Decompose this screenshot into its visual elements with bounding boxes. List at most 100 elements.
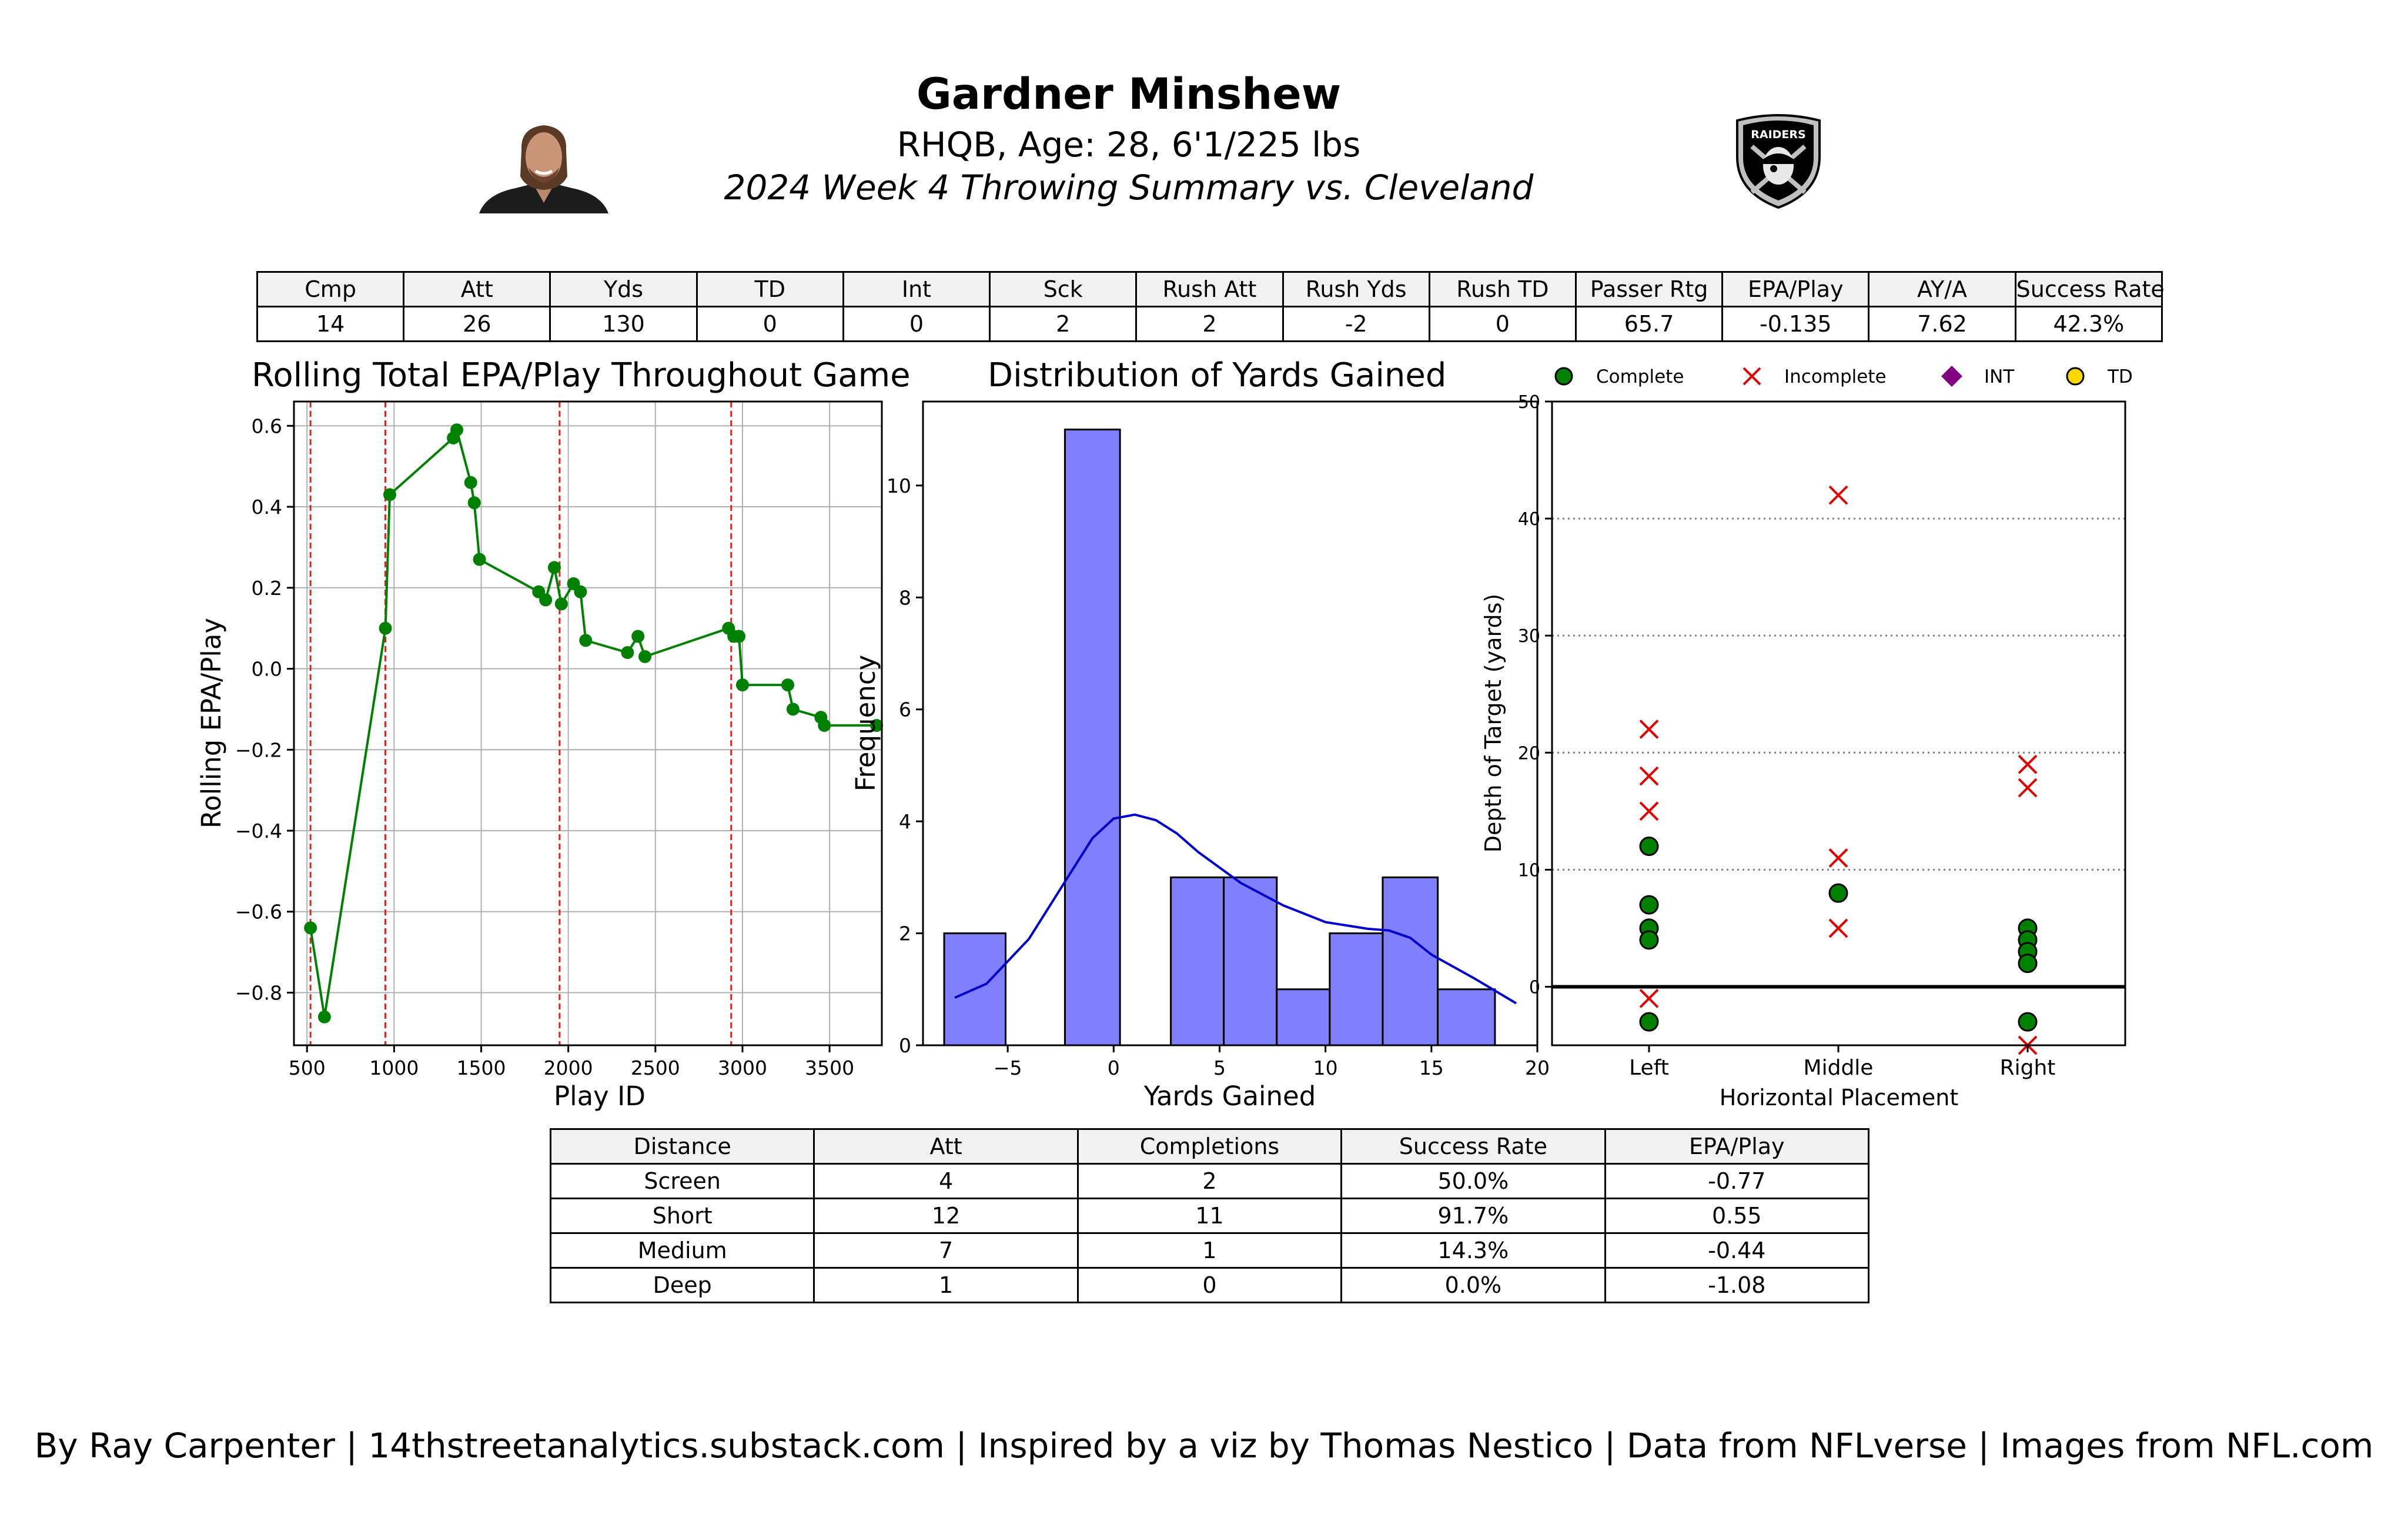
summary-value-yds: 130 <box>549 306 698 342</box>
summary-value-rush-att: 2 <box>1135 306 1284 342</box>
epa-x-tick-label: 3000 <box>718 1056 767 1079</box>
distance-cell-completions: 0 <box>1076 1267 1343 1303</box>
summary-value-td: 0 <box>695 306 844 342</box>
distance-cell-distance: Screen <box>549 1163 815 1199</box>
summary-table: Cmp Att Yds TD Int Sck Rush Att Rush Yds Rush TD… <box>256 271 2165 342</box>
epa-point <box>473 553 486 566</box>
summary-value-sck: 2 <box>989 306 1138 342</box>
distance-table: Distance Att Completions Success Rate EPA/Pl… <box>549 1128 1870 1303</box>
distance-header-att: Att <box>813 1128 1079 1165</box>
legend-label-td: TD <box>2107 366 2133 387</box>
epa-y-tick-label: −0.4 <box>235 820 282 842</box>
scatter-y-tick-label: 50 <box>1518 392 1540 413</box>
legend-label-int: INT <box>1984 366 2015 387</box>
summary-header-ay-a: AY/A <box>1868 271 2016 307</box>
hist-x-tick-label: −5 <box>994 1056 1022 1079</box>
distance-cell-epa-play: 0.55 <box>1604 1198 1870 1234</box>
epa-point <box>383 488 396 501</box>
summary-value-int: 0 <box>842 306 991 342</box>
hist-x-tick-label: 10 <box>1313 1056 1338 1079</box>
epa-point <box>781 678 794 692</box>
incomplete-marker <box>1639 801 1659 821</box>
scatter-x-tick-label: Middle <box>1804 1056 1874 1080</box>
hist-x-tick-label: 15 <box>1419 1056 1444 1079</box>
incomplete-marker <box>1639 720 1659 739</box>
scatter-y-tick-label: 20 <box>1518 743 1540 764</box>
hist-y-tick-label: 2 <box>899 922 911 945</box>
epa-point <box>638 650 652 663</box>
epa-x-tick-label: 1000 <box>369 1056 419 1079</box>
scatter-x-tick-label: Right <box>2000 1056 2056 1080</box>
incomplete-marker <box>2018 754 2038 774</box>
epa-line-chart: 500 1000 1500 2000 2500 3000 3500 −0.8 −0.6 −0.4… <box>196 400 884 1112</box>
hist-y-tick-label: 0 <box>899 1034 911 1057</box>
scatter-legend: Complete Incomplete INT TD <box>1554 366 2133 387</box>
hist-bar <box>1063 429 1121 1046</box>
incomplete-marker <box>1639 988 1659 1008</box>
summary-header-rush-yds: Rush Yds <box>1282 271 1430 307</box>
scatter-y-tick-label: 0 <box>1529 977 1540 998</box>
distance-row-medium: Medium 7 1 14.3% -0.44 <box>549 1232 1870 1269</box>
distance-cell-att: 7 <box>813 1232 1079 1269</box>
epa-point <box>818 718 831 732</box>
scatter-x-axis-label: Horizontal Placement <box>1720 1085 1959 1111</box>
hist-bar <box>1437 988 1496 1046</box>
kde-curve <box>954 813 1517 1005</box>
summary-value-att: 26 <box>403 306 551 342</box>
epa-y-axis-label: Rolling EPA/Play <box>196 618 227 828</box>
summary-header-success-rate: Success Rate <box>2014 271 2165 307</box>
epa-point <box>467 496 481 510</box>
team-logo-text: RAIDERS <box>1751 128 1805 141</box>
distance-row-short: Short 12 11 91.7% 0.55 <box>549 1198 1870 1234</box>
distance-cell-success-rate: 50.0% <box>1340 1163 1606 1199</box>
scatter-y-tick-label: 30 <box>1518 626 1540 647</box>
scatter-y-axis-label: Depth of Target (yards) <box>1480 594 1506 852</box>
epa-point <box>574 585 587 598</box>
epa-x-tick-label: 2000 <box>544 1056 593 1079</box>
hist-y-tick-label: 10 <box>887 474 911 497</box>
scatter-y-tick-label: 40 <box>1518 509 1540 530</box>
epa-point <box>621 646 634 659</box>
epa-point <box>547 561 561 574</box>
distance-cell-success-rate: 0.0% <box>1340 1267 1606 1303</box>
distance-cell-att: 4 <box>813 1163 1079 1199</box>
distance-cell-distance: Medium <box>549 1232 815 1269</box>
chart-title-epa: Rolling Total EPA/Play Throughout Game <box>252 356 911 394</box>
report-title: 2024 Week 4 Throwing Summary vs. Clevela… <box>724 168 1534 208</box>
incomplete-marker <box>1828 918 1848 938</box>
yards-histogram: −5 0 5 10 15 20 0 2 4 6 8 10 Yards Gained Frequenc… <box>850 400 1550 1112</box>
incomplete-marker <box>1828 485 1848 505</box>
epa-y-tick-label: −0.8 <box>235 981 282 1004</box>
summary-value-rush-yds: -2 <box>1282 306 1430 342</box>
legend-incomplete-marker <box>1743 367 1761 386</box>
distance-cell-distance: Deep <box>549 1267 815 1303</box>
summary-value-ay-a: 7.62 <box>1868 306 2016 342</box>
epa-y-tick-label: −0.6 <box>235 901 282 924</box>
summary-header-rush-att: Rush Att <box>1135 271 1284 307</box>
summary-value-row: 14 26 130 0 0 2 2 -2 0 65.7 -0.135 7.62 42.3% <box>256 306 2163 342</box>
summary-value-cmp: 14 <box>256 306 405 342</box>
epa-point <box>579 634 593 647</box>
distance-cell-att: 1 <box>813 1267 1079 1303</box>
epa-point <box>450 423 464 437</box>
hist-bar <box>1223 876 1278 1046</box>
epa-x-tick-label: 3500 <box>805 1056 854 1079</box>
complete-marker <box>1639 930 1659 950</box>
distance-cell-distance: Short <box>549 1198 815 1234</box>
distance-header-success-rate: Success Rate <box>1340 1128 1606 1165</box>
epa-point <box>539 593 553 607</box>
epa-point <box>870 718 884 732</box>
pass-placement-chart: Left Middle Right 0 10 20 30 40 50 Horizontal P… <box>1480 366 2133 1111</box>
epa-point <box>735 678 749 692</box>
distance-header-epa-play: EPA/Play <box>1604 1128 1870 1165</box>
hist-y-tick-label: 6 <box>899 698 911 721</box>
summary-header-epa-play: EPA/Play <box>1721 271 1870 307</box>
hist-y-axis-label: Frequency <box>850 655 881 791</box>
distance-cell-epa-play: -0.44 <box>1604 1232 1870 1269</box>
epa-x-axis-label: Play ID <box>554 1081 646 1112</box>
summary-header-row: Cmp Att Yds TD Int Sck Rush Att Rush Yds Rush TD… <box>256 271 2165 307</box>
summary-header-rush-td: Rush TD <box>1428 271 1577 307</box>
scatter-plot-frame <box>1551 400 2126 1046</box>
chart-title-yards: Distribution of Yards Gained <box>988 356 1447 394</box>
epa-point <box>733 630 746 643</box>
